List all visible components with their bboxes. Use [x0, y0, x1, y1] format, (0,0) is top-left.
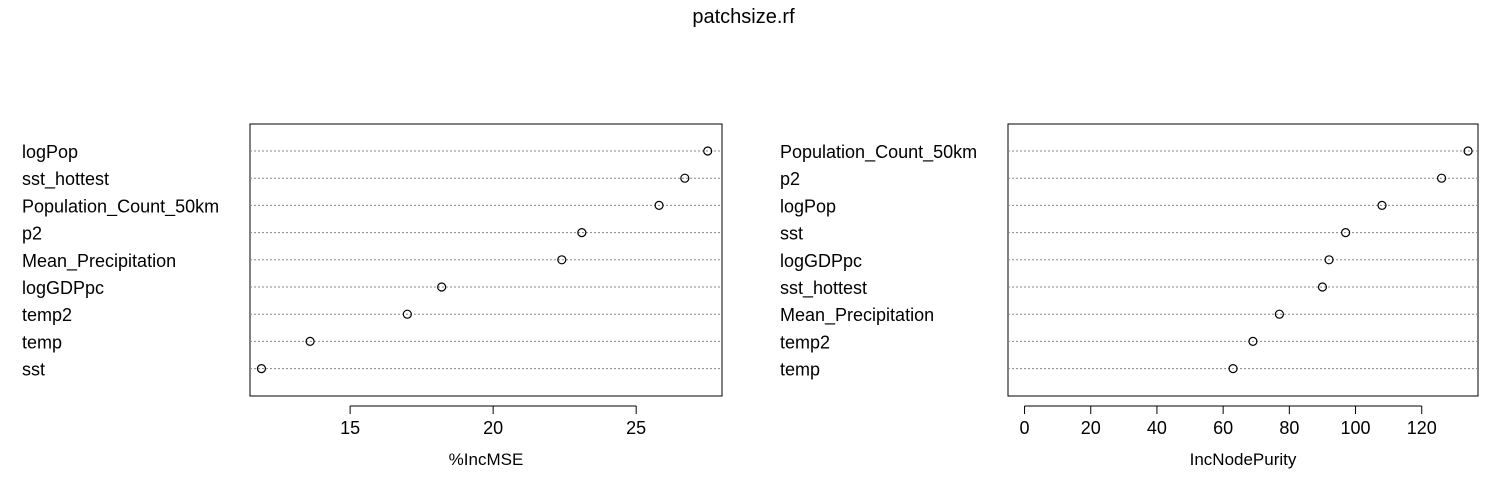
data-point — [1341, 228, 1351, 238]
data-point — [256, 364, 267, 374]
row-label: Mean_Precipitation — [780, 305, 934, 326]
row-label: Population_Count_50km — [22, 196, 219, 217]
x-tick-label: 0 — [1020, 418, 1030, 438]
data-point — [1317, 282, 1328, 292]
data-point — [1274, 309, 1285, 319]
data-point — [1377, 200, 1387, 210]
data-point — [1324, 255, 1334, 265]
x-axis-label: %IncMSE — [449, 450, 524, 469]
data-point — [305, 336, 315, 346]
x-tick-label: 25 — [626, 418, 646, 438]
chart-title: patchsize.rf — [692, 6, 795, 28]
row-label: sst — [22, 360, 45, 380]
data-point — [577, 228, 587, 238]
plot-frame — [1007, 123, 1479, 397]
row-label: logPop — [22, 142, 78, 162]
row-label: Mean_Precipitation — [22, 251, 176, 272]
data-point — [680, 173, 690, 183]
row-label: temp — [780, 360, 820, 380]
row-label: logGDPpc — [780, 251, 862, 271]
x-tick-label: 80 — [1279, 418, 1299, 438]
x-tick-label: 15 — [340, 418, 360, 438]
row-label: temp — [22, 332, 62, 352]
row-label: p2 — [22, 224, 42, 244]
x-tick-label: 120 — [1407, 418, 1437, 438]
data-point — [557, 255, 567, 265]
data-point — [703, 146, 713, 156]
data-point — [654, 200, 664, 210]
data-point — [402, 309, 412, 319]
row-label: temp2 — [22, 305, 72, 325]
data-point — [1248, 336, 1258, 346]
x-tick-label: 40 — [1147, 418, 1167, 438]
row-label: sst — [780, 224, 803, 244]
row-label: temp2 — [780, 332, 830, 352]
data-point — [1436, 173, 1447, 183]
row-label: sst_hottest — [780, 278, 867, 299]
x-tick-label: 20 — [483, 418, 503, 438]
data-point — [1463, 146, 1473, 156]
x-tick-label: 100 — [1341, 418, 1371, 438]
data-point — [437, 282, 447, 292]
x-axis-label: IncNodePurity — [1190, 450, 1297, 469]
row-label: logPop — [780, 196, 836, 216]
data-point — [1228, 364, 1238, 374]
row-label: logGDPpc — [22, 278, 104, 298]
panel-2: Population_Count_50km p2 logPop sst logGDPpc… — [780, 123, 1479, 469]
row-label: Population_Count_50km — [780, 142, 977, 163]
row-label: sst_hottest — [22, 169, 109, 190]
row-label: p2 — [780, 169, 800, 189]
panel-1: logPop sst_hottest Population_Count_50km p2… — [22, 123, 723, 469]
x-tick-label: 20 — [1081, 418, 1101, 438]
x-tick-label: 60 — [1213, 418, 1233, 438]
